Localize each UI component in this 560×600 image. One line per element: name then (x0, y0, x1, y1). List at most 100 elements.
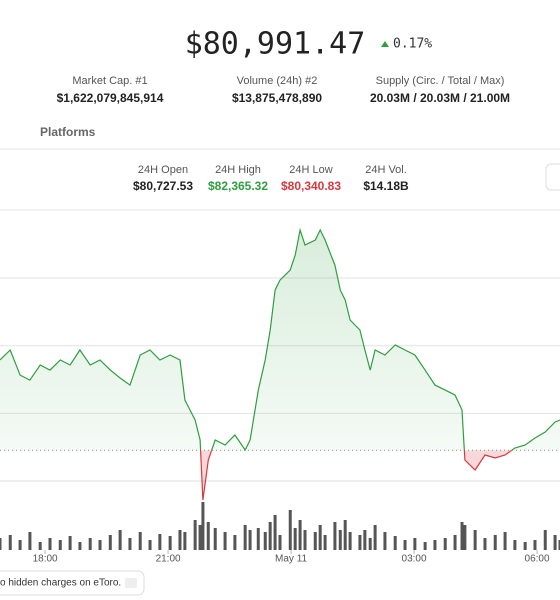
volume-bar (206, 522, 210, 550)
x-tick-label: 06:00 (525, 554, 550, 565)
volume-bar (453, 535, 457, 550)
volume-bar (323, 535, 327, 550)
volume-bar (138, 532, 142, 550)
ohlc-label: 24H High (215, 164, 261, 176)
tab[interactable]: Platforms (40, 125, 96, 139)
volume-bar (193, 520, 197, 550)
volume-bar (38, 542, 42, 550)
banner[interactable] (0, 570, 145, 596)
x-tick-label: 21:00 (156, 554, 181, 565)
volume-bar (223, 532, 227, 550)
ohlc-value: $80,340.83 (281, 179, 341, 193)
volume-bar (78, 542, 82, 550)
volume-bar (503, 532, 507, 550)
volume-bar (148, 540, 152, 550)
stat-value: $13,875,478,890 (232, 91, 322, 105)
stat-label: Supply (Circ. / Total / Max) (376, 75, 505, 87)
volume-bar (48, 538, 52, 550)
volume-bar (183, 532, 187, 550)
volume-bar (108, 535, 112, 550)
chart: 18:00 21:00 May 11 03:00 06:00 (0, 227, 560, 565)
volume-bar (413, 538, 417, 550)
up-icon (381, 41, 389, 47)
volume-bar (303, 530, 307, 550)
volume-bar (443, 538, 447, 550)
volume-bar (333, 522, 337, 550)
volume-bar (288, 510, 292, 550)
volume-bar (558, 540, 560, 550)
volume-bar (98, 540, 102, 550)
volume-bar (553, 535, 557, 550)
stat-value: 20.03M / 20.03M / 21.00M (370, 91, 510, 105)
volume-bar (18, 540, 22, 550)
ohlc-label: 24H Low (289, 164, 332, 176)
volume-bar (168, 536, 172, 550)
stat-value: $1,622,079,845,914 (57, 91, 164, 105)
change: 0.17% (393, 37, 432, 52)
volume-bar (88, 538, 92, 550)
volume-bar (493, 535, 497, 550)
volume-bar (298, 520, 302, 550)
volume-bar (201, 502, 205, 550)
ohlc-label: 24H Open (138, 164, 188, 176)
volume-bar (363, 530, 367, 550)
volume-bar (403, 540, 407, 550)
x-tick-label: 18:00 (33, 554, 58, 565)
volume-bar (256, 528, 260, 550)
volume-bar (248, 530, 252, 550)
volume-bar (358, 535, 362, 550)
price-line (0, 227, 560, 451)
volume-bar (318, 525, 322, 550)
volume-bar (523, 542, 527, 550)
volume-bar (343, 520, 347, 550)
volume-bar (473, 530, 477, 550)
volume-bar (28, 532, 32, 550)
volume-bar (198, 525, 202, 550)
ohlc-value: $14.18B (363, 179, 409, 193)
volume-bar (293, 528, 297, 550)
volume-bar (58, 540, 62, 550)
stat-label: Volume (24h) #2 (237, 75, 318, 87)
volume-bar (178, 530, 182, 550)
volume-bar (313, 532, 317, 550)
volume-bar (8, 535, 12, 550)
menu-button[interactable] (545, 163, 560, 191)
volume-bar (233, 535, 237, 550)
volume-bar (0, 538, 2, 550)
volume-bar (373, 525, 377, 550)
ohlc-value: $80,727.53 (133, 179, 193, 193)
volume-bar (158, 534, 162, 550)
volume-bar (393, 536, 397, 550)
volume-bar (278, 535, 282, 550)
banner-text: o hidden charges on eToro. (0, 578, 121, 589)
volume-bar (348, 532, 352, 550)
area-above (0, 230, 560, 451)
volume-bar (263, 532, 267, 550)
stat-label: Market Cap. #1 (72, 75, 147, 87)
ad-badge (125, 578, 137, 588)
x-tick-label: 03:00 (402, 554, 427, 565)
volume-bar (128, 538, 132, 550)
volume-bar (338, 530, 342, 550)
volume-bar (513, 540, 517, 550)
volume-bar (268, 522, 272, 550)
volume-bar (460, 522, 464, 550)
ohlc-label: 24H Vol. (365, 164, 407, 176)
volume-bar (463, 525, 467, 550)
volume-bar (383, 532, 387, 550)
x-tick-label: May 11 (275, 554, 307, 565)
volume-bar (483, 538, 487, 550)
volume-bar (243, 525, 247, 550)
price: $80,991.47 (185, 27, 366, 62)
volume-bar (118, 530, 122, 550)
volume-bar (368, 538, 372, 550)
volume-bar (423, 542, 427, 550)
volume-bar (68, 536, 72, 550)
volume-bar (273, 515, 277, 550)
volume-bar (543, 530, 547, 550)
volume-bar (533, 540, 537, 550)
ohlc-value: $82,365.32 (208, 179, 268, 193)
